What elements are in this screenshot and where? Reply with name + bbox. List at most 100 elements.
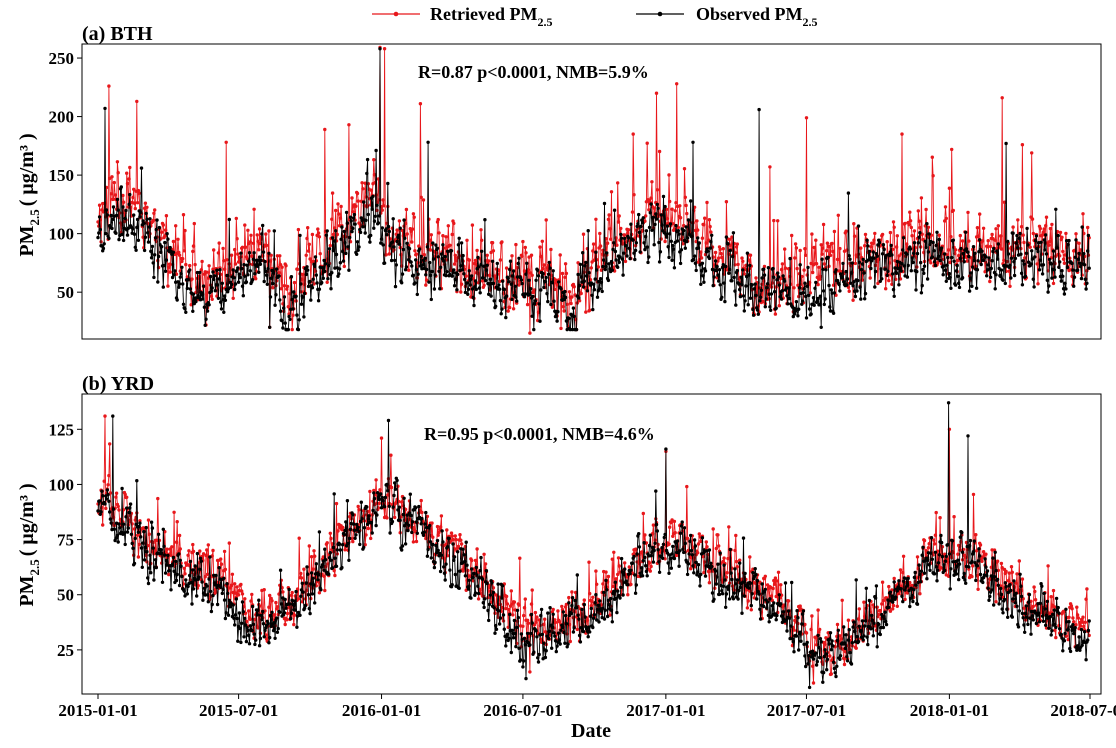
data-point-observed-bth — [324, 262, 327, 265]
data-point-retrieved-bth — [225, 141, 228, 144]
data-point-observed-yrd — [868, 599, 871, 602]
data-point-retrieved-bth — [388, 252, 391, 255]
data-point-retrieved-bth — [895, 245, 898, 248]
data-point-observed-bth — [201, 297, 204, 300]
data-point-retrieved-bth — [591, 249, 594, 252]
data-point-observed-yrd — [514, 645, 517, 648]
data-point-observed-bth — [644, 235, 647, 238]
data-point-observed-bth — [961, 276, 964, 279]
data-point-retrieved-yrd — [458, 533, 461, 536]
data-point-observed-bth — [290, 275, 293, 278]
data-point-observed-yrd — [152, 578, 155, 581]
data-point-observed-bth — [671, 244, 674, 247]
data-point-observed-bth — [213, 274, 216, 277]
data-point-observed-bth — [377, 221, 380, 224]
data-point-observed-bth — [797, 308, 800, 311]
data-point-retrieved-yrd — [493, 612, 496, 615]
data-point-retrieved-yrd — [368, 490, 371, 493]
data-point-retrieved-bth — [859, 246, 862, 249]
data-point-observed-bth — [823, 297, 826, 300]
data-point-retrieved-bth — [459, 290, 462, 293]
data-point-observed-bth — [314, 255, 317, 258]
data-point-retrieved-bth — [658, 150, 661, 153]
data-point-observed-bth — [605, 251, 608, 254]
data-point-retrieved-bth — [678, 204, 681, 207]
data-point-observed-bth — [935, 244, 938, 247]
data-point-observed-yrd — [761, 582, 764, 585]
data-point-observed-bth — [299, 282, 302, 285]
data-point-retrieved-yrd — [697, 542, 700, 545]
data-point-observed-bth — [830, 288, 833, 291]
data-point-observed-bth — [153, 253, 156, 256]
data-point-retrieved-yrd — [228, 541, 231, 544]
data-point-retrieved-bth — [811, 271, 814, 274]
data-point-observed-yrd — [968, 544, 971, 547]
data-point-observed-yrd — [947, 401, 950, 404]
data-point-observed-bth — [972, 245, 975, 248]
data-point-observed-bth — [785, 294, 788, 297]
data-point-retrieved-bth — [243, 223, 246, 226]
data-point-observed-bth — [918, 231, 921, 234]
data-point-observed-bth — [902, 236, 905, 239]
data-point-retrieved-yrd — [192, 550, 195, 553]
data-point-observed-yrd — [221, 592, 224, 595]
data-point-observed-yrd — [117, 540, 120, 543]
data-point-observed-yrd — [381, 499, 384, 502]
data-point-observed-yrd — [921, 546, 924, 549]
data-point-observed-bth — [116, 198, 119, 201]
data-point-retrieved-yrd — [114, 495, 117, 498]
data-point-observed-yrd — [196, 552, 199, 555]
data-point-retrieved-bth — [624, 260, 627, 263]
data-point-observed-bth — [328, 247, 331, 250]
data-point-observed-bth — [1083, 263, 1086, 266]
data-point-retrieved-yrd — [156, 497, 159, 500]
data-point-observed-bth — [652, 216, 655, 219]
data-point-observed-yrd — [495, 628, 498, 631]
data-point-observed-bth — [973, 252, 976, 255]
data-point-retrieved-yrd — [569, 640, 572, 643]
data-point-observed-yrd — [521, 665, 524, 668]
data-point-retrieved-yrd — [604, 570, 607, 573]
legend-retrieved-marker — [394, 12, 399, 17]
data-point-observed-bth — [494, 305, 497, 308]
data-point-observed-yrd — [555, 644, 558, 647]
data-point-observed-yrd — [383, 505, 386, 508]
data-point-observed-bth — [698, 241, 701, 244]
data-point-retrieved-bth — [542, 263, 545, 266]
data-point-observed-yrd — [475, 566, 478, 569]
data-point-observed-yrd — [224, 617, 227, 620]
data-point-observed-bth — [1047, 284, 1050, 287]
data-point-retrieved-bth — [852, 222, 855, 225]
data-point-observed-bth — [1041, 272, 1044, 275]
data-point-observed-yrd — [378, 498, 381, 501]
data-point-retrieved-yrd — [556, 609, 559, 612]
data-point-observed-bth — [423, 257, 426, 260]
data-point-observed-yrd — [681, 548, 684, 551]
data-point-observed-yrd — [762, 605, 765, 608]
data-point-observed-yrd — [913, 576, 916, 579]
data-point-observed-yrd — [955, 572, 958, 575]
data-point-retrieved-yrd — [722, 556, 725, 559]
data-point-observed-yrd — [977, 547, 980, 550]
data-point-observed-yrd — [190, 602, 193, 605]
data-point-observed-bth — [744, 284, 747, 287]
data-point-observed-bth — [439, 266, 442, 269]
data-point-observed-yrd — [836, 639, 839, 642]
data-point-retrieved-yrd — [623, 561, 626, 564]
data-point-retrieved-bth — [357, 199, 360, 202]
data-point-retrieved-bth — [252, 208, 255, 211]
data-point-observed-bth — [137, 239, 140, 242]
data-point-observed-bth — [501, 280, 504, 283]
data-point-observed-yrd — [958, 562, 961, 565]
data-point-observed-yrd — [629, 569, 632, 572]
data-point-observed-bth — [221, 282, 224, 285]
data-point-retrieved-yrd — [313, 555, 316, 558]
data-point-observed-bth — [584, 261, 587, 264]
data-point-observed-yrd — [743, 572, 746, 575]
data-point-retrieved-yrd — [935, 511, 938, 514]
data-point-retrieved-yrd — [511, 613, 514, 616]
data-point-observed-bth — [742, 294, 745, 297]
data-point-retrieved-yrd — [892, 604, 895, 607]
data-point-observed-bth — [143, 249, 146, 252]
data-point-observed-bth — [1004, 142, 1007, 145]
